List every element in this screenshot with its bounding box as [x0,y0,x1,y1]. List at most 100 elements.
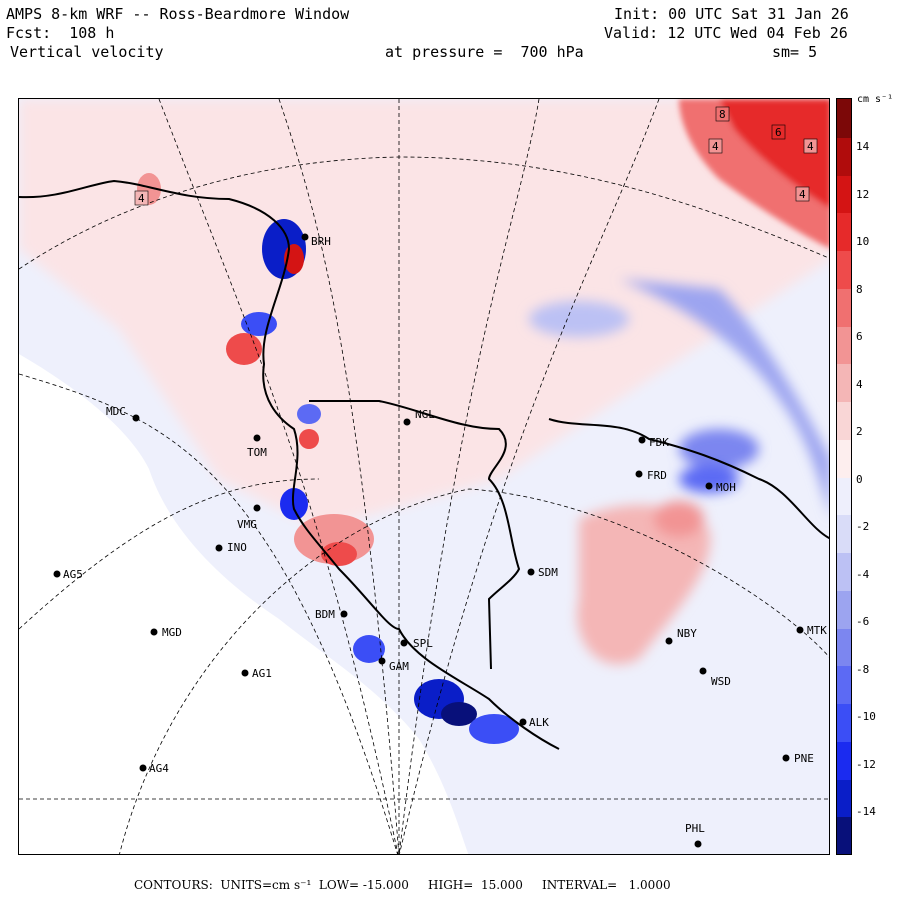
smoothing-value: sm= 5 [772,43,818,61]
station-dot-frd [635,470,643,478]
colorbar-tick-label: -10 [856,710,876,723]
map-panel: 4 8 6 4 4 4 MDC NGL FDK FRD MOH TOM [18,98,830,855]
contour-label: 6 [775,126,782,139]
colorbar-segment [837,589,851,629]
station-label-sdm: SDM [538,566,558,579]
colorbar-segment [837,476,851,516]
pressure-level: at pressure = 700 hPa [385,43,584,61]
contour-labels: 4 8 6 4 4 4 [134,106,818,206]
station-dot-ag1 [241,669,249,677]
station-label-ngl: NGL [415,408,435,421]
colorbar-segment [837,816,851,854]
station-dot-mtk [796,626,804,634]
colorbar-segment [837,665,851,704]
station-label-mgd: MGD [162,626,182,639]
colorbar-tick-label: 6 [856,330,863,343]
station-dot-ag5 [53,570,61,578]
colorbar-segment [837,136,851,176]
colorbar-segment [837,778,851,818]
station-dot-mdc [132,414,140,422]
colorbar-tick-label: 10 [856,235,870,248]
station-label-tom: TOM [247,446,267,459]
colorbar-tick-label: -12 [856,757,876,771]
colorbar-segment [837,212,851,251]
stations: MDC NGL FDK FRD MOH TOM INO VMG AG5 SDM … [53,233,827,848]
station-dot-alk [519,718,527,726]
contour-label: 4 [807,140,814,153]
station-dot-fdk [638,436,646,444]
positive-region-north [19,99,829,529]
station-label-alk: ALK [529,716,549,729]
station-dot-bdm [340,610,348,618]
station-dot-wsd [699,667,707,675]
colorbar-segment [837,99,851,138]
station-dot-pne [782,754,790,762]
station-label-bdm: BDM [315,608,335,621]
contour-label: 4 [138,192,145,205]
station-label-fdk: FDK [649,436,669,449]
colorbar-segment [837,363,851,402]
station-dot-spl [400,639,408,647]
positive-max-northeast [679,99,829,249]
station-label-vmg: VMG [237,518,257,531]
colorbar-segment [837,287,851,327]
negative-band-east [529,279,829,513]
colorbar-segment [837,325,851,365]
station-dot-vmg [253,504,261,512]
latlon-grid [19,99,829,854]
colorbar-segment [837,174,851,214]
station-dot-sdm [527,568,535,576]
station-dot-brh [301,233,309,241]
station-label-moh: MOH [716,481,736,494]
forecast-hour: Fcst: 108 h [6,24,115,42]
colorbar-segment [837,552,851,591]
station-label-ag1: AG1 [252,667,272,680]
station-dot-ag4 [139,764,147,772]
station-label-wsd: WSD [711,675,731,688]
colorbar-segment [837,514,851,553]
map-canvas: 4 8 6 4 4 4 MDC NGL FDK FRD MOH TOM [19,99,829,854]
station-dot-tom [253,434,261,442]
colorbar-tick-label: 2 [856,425,863,438]
station-label-nby: NBY [677,627,697,640]
colorbar-segment [837,401,851,440]
colorbar-segment [837,438,851,478]
colorbar-segment [837,703,851,742]
station-label-phl: PHL [685,822,705,835]
contour-info: CONTOURS: UNITS=cm s⁻¹ LOW= -15.000 HIGH… [134,878,671,892]
contour-label: 4 [799,188,806,201]
colorbar-segment [837,250,851,289]
colorbar-tick-label: 0 [856,472,863,486]
station-dot-gam [378,657,386,665]
station-dot-phl [694,840,702,848]
valid-time: Valid: 12 UTC Wed 04 Feb 26 [604,24,848,42]
colorbar-tick-label: -2 [856,520,870,533]
contour-label: 8 [719,108,726,121]
station-dot-nby [665,637,673,645]
colorbar-tick-label: -4 [856,567,870,581]
station-label-ag4: AG4 [149,762,169,775]
contour-label: 4 [712,140,719,153]
station-label-ino: INO [227,541,247,554]
field-name: Vertical velocity [10,43,164,61]
colorbar-segment [837,627,851,667]
station-label-mtk: MTK [807,624,827,637]
colorbar-tick-label: -14 [856,805,876,818]
station-label-ag5: AG5 [63,568,83,581]
station-label-pne: PNE [794,752,814,765]
station-dot-moh [705,482,713,490]
colorbar-tick-label: 14 [856,140,870,153]
colorbar-tick-label: -8 [856,662,870,676]
station-label-mdc: MDC [106,405,126,418]
coastline [19,179,829,750]
station-dot-mgd [150,628,158,636]
station-label-frd: FRD [647,469,667,482]
colorbar-segment [837,740,851,780]
positive-patch-south [577,501,711,665]
station-dot-ngl [403,418,411,426]
station-label-spl: SPL [413,637,433,650]
colorbar-units: cm s⁻¹ [857,94,894,105]
colorbar-tick-label: 4 [856,377,863,391]
colorbar [836,98,852,855]
init-time: Init: 00 UTC Sat 31 Jan 26 [614,5,849,23]
